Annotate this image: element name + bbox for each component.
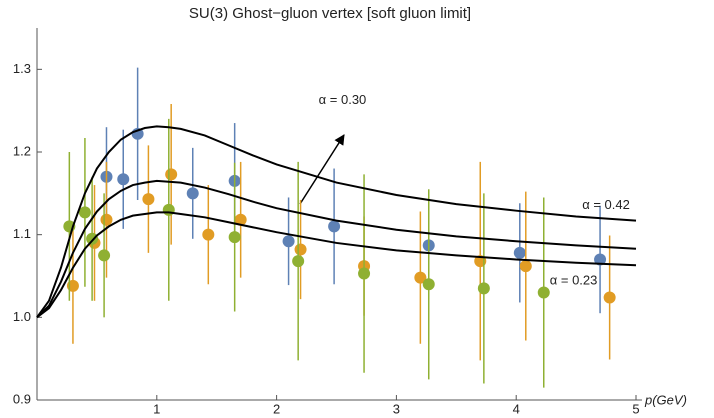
data-point <box>142 193 155 206</box>
data-point <box>162 203 175 216</box>
x-tick-label: 2 <box>273 401 280 416</box>
data-point <box>358 267 371 280</box>
data-point <box>292 255 305 268</box>
curve-label: α = 0.42 <box>582 197 630 212</box>
data-point <box>513 246 526 259</box>
data-point <box>519 260 532 273</box>
curve <box>36 125 637 318</box>
y-tick-label: 1.0 <box>13 309 31 324</box>
data-point <box>165 168 178 181</box>
y-tick-label: 1.2 <box>13 143 31 158</box>
curve <box>36 179 637 319</box>
curve-label: α = 0.30 <box>319 92 367 107</box>
data-point <box>117 173 130 186</box>
x-axis-label: p(GeV) <box>644 392 687 407</box>
data-point <box>78 206 91 219</box>
data-point <box>234 213 247 226</box>
data-point <box>202 228 215 241</box>
x-tick-label: 5 <box>632 401 639 416</box>
x-tick-label: 1 <box>153 401 160 416</box>
chart-title: SU(3) Ghost−gluon vertex [soft gluon lim… <box>189 5 471 22</box>
data-point <box>477 282 490 295</box>
y-tick-label: 0.9 <box>13 391 31 406</box>
x-tick-label: 3 <box>393 401 400 416</box>
annotation-arrow <box>299 134 345 205</box>
data-point <box>294 243 307 256</box>
data-point <box>86 232 99 245</box>
data-point <box>282 235 295 248</box>
curve <box>36 211 637 319</box>
data-point <box>228 231 241 244</box>
data-point <box>422 278 435 291</box>
y-tick-label: 1.3 <box>13 61 31 76</box>
data-point <box>603 291 616 304</box>
data-point <box>328 220 341 233</box>
curve-label: α = 0.23 <box>550 272 598 287</box>
data-point <box>414 271 427 284</box>
data-point <box>186 187 199 200</box>
data-point <box>537 286 550 299</box>
y-tick-label: 1.1 <box>13 226 31 241</box>
x-tick-label: 4 <box>513 401 520 416</box>
data-point <box>594 253 607 266</box>
data-point <box>100 213 113 226</box>
data-point <box>98 249 111 262</box>
